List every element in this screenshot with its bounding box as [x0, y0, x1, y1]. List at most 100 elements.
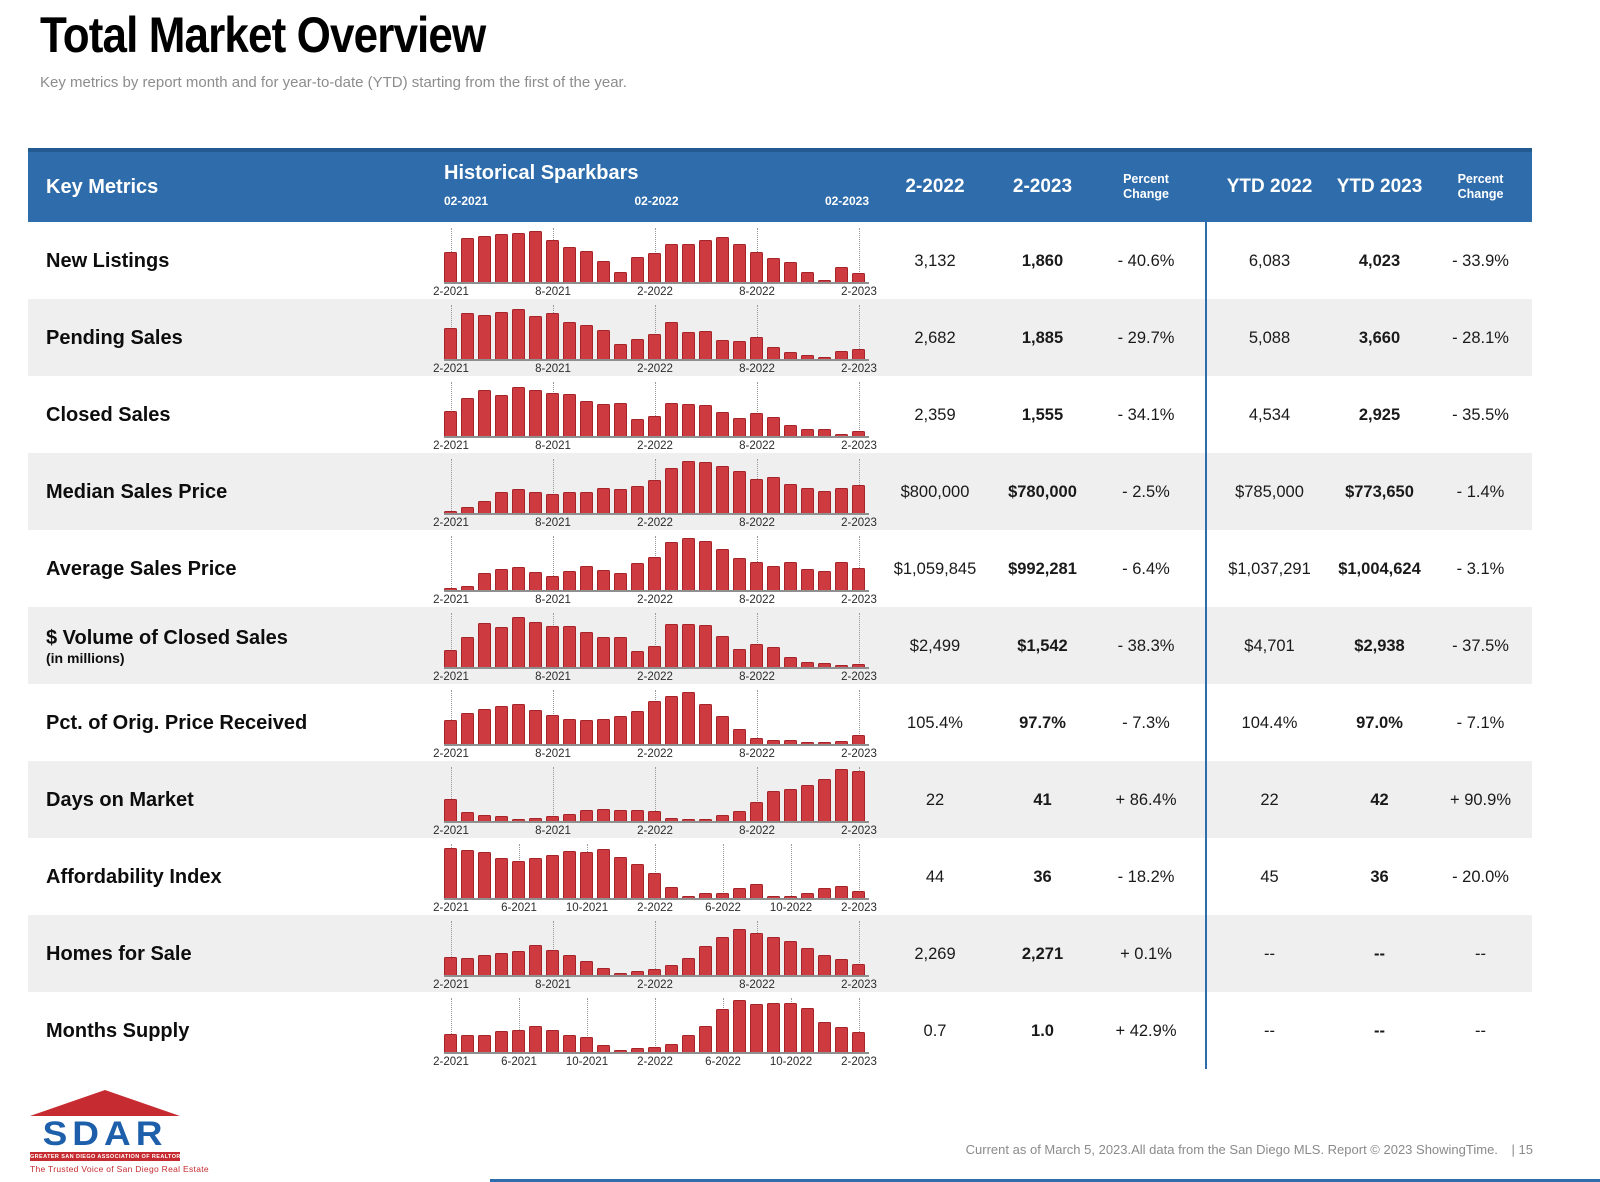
spark-bar	[546, 816, 559, 821]
spark-bar	[801, 569, 814, 590]
spark-bar	[767, 417, 780, 436]
spark-bar	[733, 888, 746, 898]
axis-label: 2-2023	[841, 979, 877, 991]
spark-bar	[716, 716, 729, 744]
table-row: Closed Sales 2-2021 8-2021 2-2022 8-2022 2-2…	[28, 376, 1532, 453]
spark-bar	[631, 339, 644, 359]
value-ytd-current: --	[1374, 1021, 1385, 1040]
spark-bar	[750, 1004, 763, 1052]
sparkbar-cell: 2-2021 8-2021 2-2022 8-2022 2-2023	[430, 453, 877, 531]
spark-bar	[478, 315, 491, 359]
sparkbar-bars	[444, 688, 869, 744]
spark-bar	[767, 740, 780, 744]
spark-bar	[733, 244, 746, 282]
value-report-month-prev-year: 22	[925, 790, 945, 809]
axis-label: 8-2021	[535, 440, 571, 452]
spark-bar	[716, 893, 729, 898]
spark-bar	[682, 332, 695, 359]
value-ytd-prev-year: --	[1264, 944, 1275, 963]
axis-label: 2-2022	[637, 902, 673, 914]
value-report-month-current: 41	[1033, 790, 1052, 809]
spark-bar	[529, 818, 542, 821]
spark-bar	[546, 855, 559, 898]
sparkbar-bars	[444, 534, 869, 590]
value-percent-change: - 6.4%	[1122, 559, 1170, 578]
header-key-metrics: Key Metrics	[46, 175, 159, 198]
axis-gridline	[859, 536, 860, 590]
spark-bar	[767, 896, 780, 898]
spark-bar	[835, 562, 848, 590]
spark-bar	[546, 1030, 559, 1052]
spark-bar	[546, 240, 559, 282]
page-title: Total Market Overview	[40, 7, 486, 63]
spark-bar	[750, 413, 763, 436]
spark-bar	[631, 563, 644, 590]
spark-bar	[648, 646, 661, 667]
header-sparkbars-title: Historical Sparkbars	[444, 162, 639, 184]
spark-sublabel: 02-2021	[444, 194, 489, 208]
axis-gridline	[587, 998, 588, 1052]
spark-bar	[444, 252, 457, 282]
axis-gridline	[553, 536, 554, 590]
sparkbar-bars	[444, 611, 869, 667]
ytd-section-divider	[1205, 222, 1207, 1069]
spark-bar	[818, 571, 831, 590]
spark-bar	[750, 479, 763, 513]
spark-bar	[512, 309, 525, 359]
value-report-month-prev-year: $800,000	[900, 482, 970, 501]
spark-bar	[529, 710, 542, 744]
spark-bar	[580, 632, 593, 667]
spark-bar	[648, 416, 661, 436]
spark-bar	[512, 951, 525, 975]
spark-bar	[801, 1008, 814, 1052]
header-col-ytd-2022: YTD 2022	[1226, 176, 1313, 197]
spark-bar	[699, 541, 712, 590]
spark-bar	[444, 799, 457, 821]
spark-bar	[699, 462, 712, 513]
axis-label: 2-2021	[433, 671, 469, 683]
axis-label: 8-2021	[535, 671, 571, 683]
spark-bar	[784, 657, 797, 667]
spark-bar	[614, 573, 627, 590]
spark-bar	[495, 706, 508, 744]
spark-bar	[614, 403, 627, 436]
spark-bar	[750, 738, 763, 744]
sparkbar-axis-labels: 2-2021 8-2021 2-2022 8-2022 2-2023	[433, 593, 877, 608]
sparkbar-axis-labels: 2-2021 6-2021 10-2021 2-2022 6-2022 10-2022 2-…	[433, 1055, 877, 1070]
value-report-month-prev-year: $1,059,845	[893, 559, 977, 578]
spark-bar	[631, 486, 644, 513]
spark-bar	[563, 247, 576, 282]
value-report-month-current: 1,555	[1021, 405, 1064, 424]
axis-label: 8-2022	[739, 517, 775, 529]
spark-bar	[750, 933, 763, 975]
value-report-month-current: 1,860	[1021, 251, 1064, 270]
spark-bar	[682, 624, 695, 667]
spark-bar	[614, 344, 627, 359]
spark-bar	[546, 393, 559, 436]
spark-bar	[648, 811, 661, 821]
spark-bar	[597, 1045, 610, 1052]
sparkbar-bars	[444, 226, 869, 282]
axis-label: 2-2021	[433, 825, 469, 837]
table-row: Average Sales Price 2-2021 8-2021 2-2022 8-…	[28, 530, 1532, 607]
axis-label: 2-2022	[637, 363, 673, 375]
spark-bar	[597, 330, 610, 359]
axis-label: 2-2021	[433, 594, 469, 606]
axis-gridline	[451, 459, 452, 513]
spark-bar	[495, 312, 508, 359]
metric-label: Homes for Sale	[46, 942, 192, 965]
spark-bar	[529, 945, 542, 975]
table-row: Months Supply 2-2021 6-2021 10-2021 2-2022 6…	[28, 992, 1532, 1069]
value-ytd-percent-change: - 20.0%	[1452, 867, 1509, 886]
metric-name-cell: Affordability Index	[28, 838, 430, 916]
value-ytd-prev-year: 6,083	[1248, 251, 1291, 270]
spark-bar	[444, 848, 457, 898]
sparkbar-axis-labels: 2-2021 8-2021 2-2022 8-2022 2-2023	[433, 978, 877, 993]
spark-bar	[648, 480, 661, 513]
value-percent-change: - 40.6%	[1117, 251, 1175, 270]
spark-bar	[597, 968, 610, 975]
spark-bar	[461, 637, 474, 667]
spark-bar	[665, 818, 678, 821]
sparkbar-cell: 2-2021 8-2021 2-2022 8-2022 2-2023	[430, 607, 877, 685]
footer-rule	[490, 1179, 1600, 1182]
